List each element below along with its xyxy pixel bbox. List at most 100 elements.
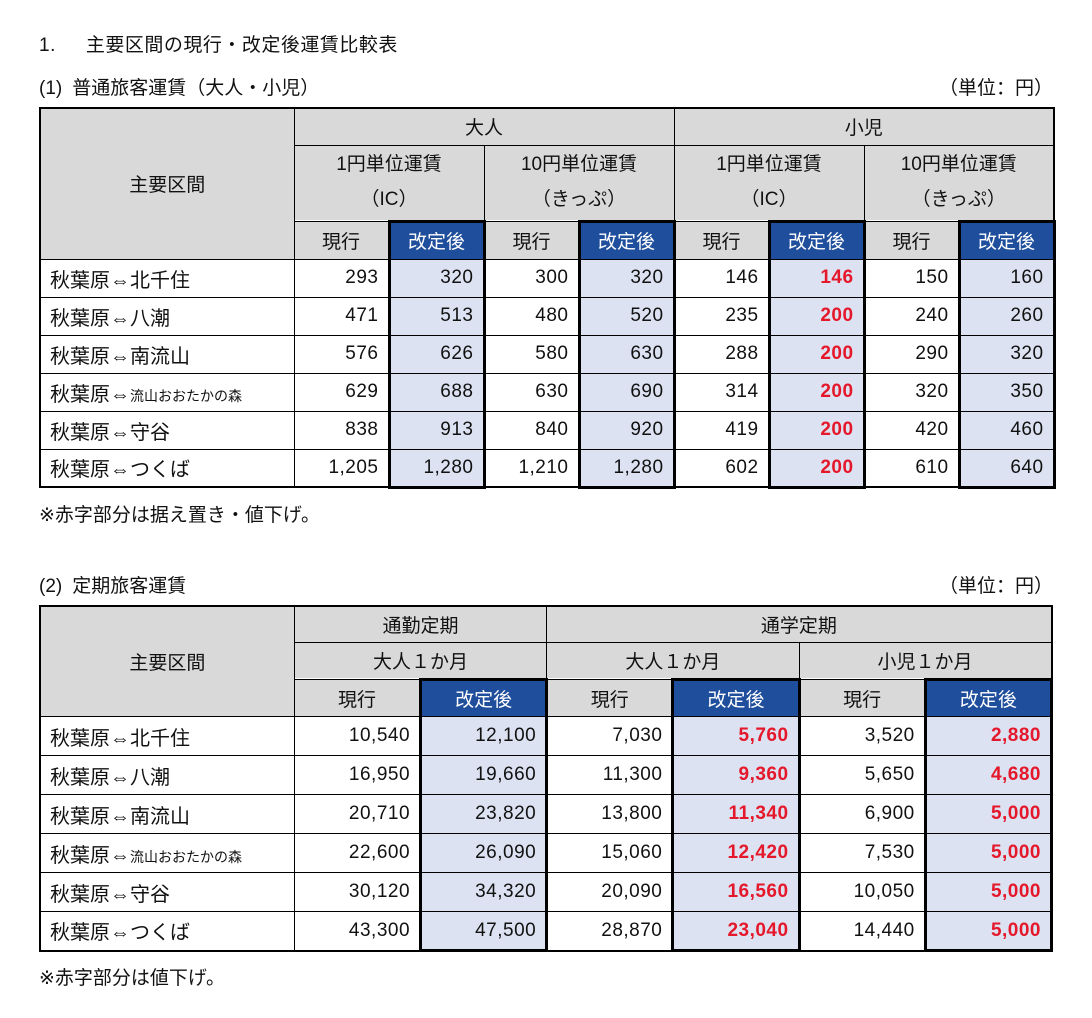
fare-current: 838 [293,410,390,450]
table-row: 秋葉原⇔南流山 576 626 580 630 288 200 290 320 [39,334,1056,374]
fare-current: 3,520 [798,716,926,756]
fare-revised: 320 [957,334,1056,374]
header-commuter-group: 通勤定期 [293,605,548,643]
header-child-ticket: 10円単位運賃 （きっぷ） [863,144,1055,222]
fare-revised-reduced: 200 [767,296,866,336]
fare-current: 320 [863,372,960,412]
route-cell: 秋葉原⇔流山おおたかの森 [39,833,295,873]
route-cell: 秋葉原⇔八潮 [39,755,295,795]
header-adult-month: 大人１か月 [546,642,800,680]
fare-revised-reduced: 2,880 [923,716,1054,756]
fare-revised: 160 [957,258,1056,298]
fare-current: 20,710 [293,794,422,834]
table-row: 秋葉原⇔八潮 471 513 480 520 235 200 240 260 [39,296,1056,336]
fare-current: 290 [863,334,960,374]
header-route-col: 主要区間 [39,107,295,260]
fare-current: 5,650 [798,755,926,795]
fare-current: 471 [293,296,390,336]
heading-number: 1. [39,35,56,56]
fare-revised-reduced: 16,560 [671,872,801,912]
route-cell: 秋葉原⇔つくば [39,911,295,951]
fare-revised: 513 [387,296,486,336]
table-row: 秋葉原⇔流山おおたかの森 629 688 630 690 314 200 320… [39,372,1056,412]
fare-revised: 1,280 [387,448,486,489]
fare-current: 10,540 [293,716,422,756]
fare-current: 240 [863,296,960,336]
header-child-group: 小児 [673,107,1055,146]
fare-current: 22,600 [293,833,422,873]
header-current: 現行 [293,220,390,260]
header-route-col: 主要区間 [39,605,295,717]
fare-revised: 320 [387,258,486,298]
fare-current: 13,800 [546,794,674,834]
fare-revised-reduced: 146 [767,258,866,298]
fare-revised-reduced: 200 [767,372,866,412]
table1-footnote: ※赤字部分は据え置き・値下げ。 [39,504,320,526]
fare-current: 28,870 [546,911,674,951]
section-spacer [39,527,1092,571]
fare-revised: 260 [957,296,1056,336]
fare-current: 20,090 [546,872,674,912]
header-revised: 改定後 [419,678,549,717]
fare-current: 11,300 [546,755,674,795]
fare-current: 1,210 [483,448,580,488]
fare-revised: 23,820 [419,794,549,834]
section2-header-row: (2) 定期旅客運賃 （単位：円） [39,571,1053,598]
route-cell: 秋葉原⇔南流山 [39,794,295,834]
section2-title: 定期旅客運賃 [72,575,187,597]
fare-current: 580 [483,334,580,374]
fare-revised-reduced: 23,040 [671,911,801,952]
section1-header-row: (1) 普通旅客運賃（大人・小児） （単位：円） [39,73,1053,100]
fare-current: 10,050 [798,872,926,912]
fare-current: 235 [673,296,770,336]
fare-revised-reduced: 5,000 [923,911,1054,952]
fare-revised: 19,660 [419,755,549,795]
fare-current: 43,300 [293,911,422,951]
fare-current: 288 [673,334,770,374]
table-row: 秋葉原⇔南流山 20,710 23,820 13,800 11,340 6,90… [39,794,1054,834]
fare-current: 840 [483,410,580,450]
fare-current: 419 [673,410,770,450]
fare-revised: 26,090 [419,833,549,873]
fare-revised: 520 [577,296,676,336]
fare-revised-reduced: 5,760 [671,716,801,756]
fare-current: 6,900 [798,794,926,834]
fare-current: 15,060 [546,833,674,873]
fare-revised: 630 [577,334,676,374]
fare-revised-reduced: 200 [767,334,866,374]
fare-revised-reduced: 5,000 [923,833,1054,873]
fare-current: 293 [293,258,390,298]
fare-current: 14,440 [798,911,926,951]
table-row: 秋葉原⇔流山おおたかの森 22,600 26,090 15,060 12,420… [39,833,1054,873]
fare-revised: 12,100 [419,716,549,756]
header-student-group: 通学定期 [546,605,1052,643]
fare-revised-reduced: 5,000 [923,872,1054,912]
fare-revised-reduced: 12,420 [671,833,801,873]
fare-revised: 350 [957,372,1056,412]
table-row: 秋葉原⇔北千住 293 320 300 320 146 146 150 160 [39,258,1056,298]
header-adult-group: 大人 [293,107,675,146]
fare-revised-reduced: 5,000 [923,794,1054,834]
section2-label: (2) 定期旅客運賃 [39,571,186,598]
fare-current: 16,950 [293,755,422,795]
normal-fare-table: 主要区間 大人 小児 1円単位運賃 （IC） 10円単位運賃 （きっぷ） 1円単位運… [39,107,1056,489]
route-cell: 秋葉原⇔北千住 [39,258,295,298]
fare-revised: 690 [577,372,676,412]
fare-current: 146 [673,258,770,298]
route-cell: 秋葉原⇔守谷 [39,872,295,912]
table2-footnote: ※赤字部分は値下げ。 [39,968,225,989]
fare-revised: 47,500 [419,911,549,952]
fare-revised: 688 [387,372,486,412]
fare-revised-reduced: 4,680 [923,755,1054,795]
header-adult-month: 大人１か月 [293,642,548,680]
fare-revised: 626 [387,334,486,374]
header-current: 現行 [798,679,926,717]
fare-current: 420 [863,410,960,450]
route-cell: 秋葉原⇔守谷 [39,410,295,450]
fare-current: 1,205 [293,448,390,488]
fare-revised: 640 [957,448,1056,489]
route-cell: 秋葉原⇔流山おおたかの森 [39,372,295,412]
header-child-month: 小児１か月 [798,642,1053,680]
table-row: 秋葉原⇔北千住 10,540 12,100 7,030 5,760 3,520 … [39,716,1054,756]
header-current: 現行 [293,679,422,717]
